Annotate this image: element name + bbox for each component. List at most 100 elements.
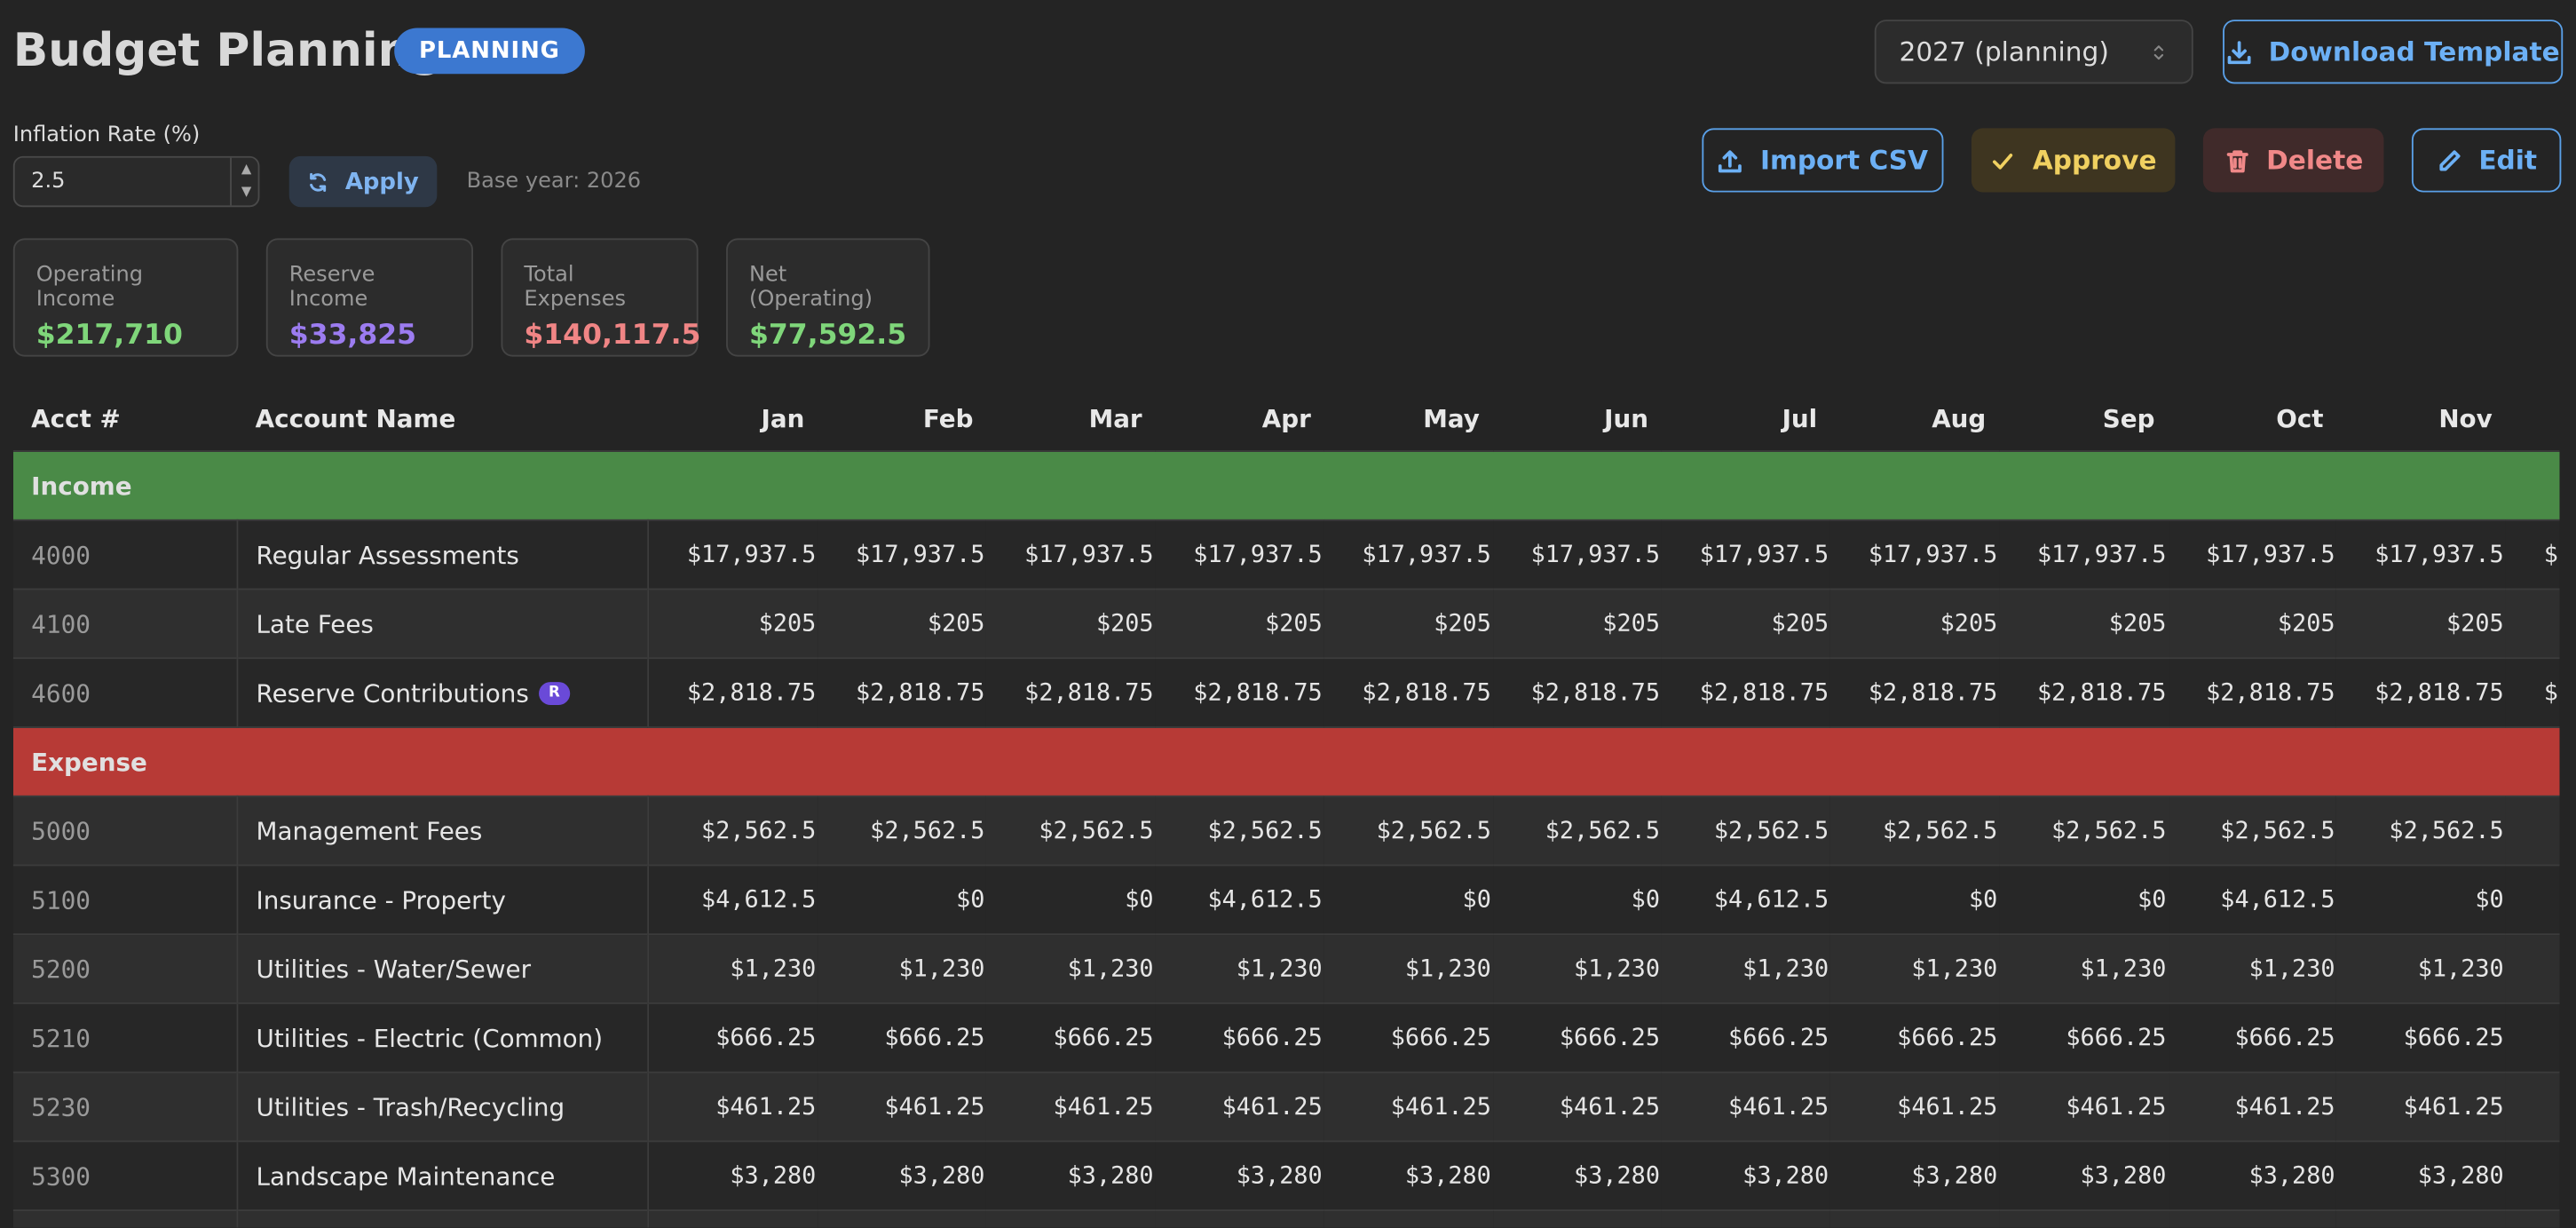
summary-value: $77,592.5: [748, 319, 907, 353]
edit-button[interactable]: Edit: [2411, 128, 2562, 193]
month-amount: $2,562.5: [986, 795, 1156, 866]
month-amount: $461.25: [2336, 1071, 2506, 1142]
account-row: 5400Pool Maintenance$820$820$820$820$820…: [12, 1209, 2560, 1228]
month-amount: $461.25: [986, 1071, 1156, 1142]
month-amount: $820: [818, 1209, 987, 1228]
month-amount: $1,230: [818, 933, 987, 1003]
month-amount: $17,937.5: [1829, 519, 2000, 590]
button-label: Approve: [2032, 144, 2157, 177]
account-number: 4000: [12, 519, 239, 590]
apply-button[interactable]: Apply: [288, 155, 438, 208]
month-amount: $820: [2336, 1209, 2506, 1228]
inflation-input[interactable]: 2.5 ▲ ▼: [12, 155, 261, 208]
month-amount: $666.25: [1492, 1002, 1662, 1073]
month-amount: $2,818.75: [1661, 657, 1830, 727]
section-row: Income: [12, 450, 2560, 520]
account-row: 4600 Reserve Contributions R $2,818.75 $2,81…: [12, 657, 2560, 727]
account-name-text: Utilities - Electric (Common): [256, 1023, 604, 1053]
month-amount: $666.25: [818, 1002, 987, 1073]
column-header: May: [1324, 385, 1493, 452]
month-amount: $820: [1661, 1209, 1830, 1228]
month-amount: $2,818.75: [2505, 657, 2560, 727]
account-name: Utilities - Trash/Recycling: [237, 1071, 650, 1142]
month-amount: $2,818.75: [2336, 657, 2506, 727]
account-row: 5200 Utilities - Water/Sewer $1,230 $1,230 $…: [12, 933, 2560, 1003]
import-csv-button[interactable]: Import CSV: [1702, 128, 1944, 193]
month-amount: $4,612.5: [1661, 864, 1830, 935]
month-amount: $2,818.75: [1999, 657, 2169, 727]
month-amount: $0: [2336, 864, 2506, 935]
download-template-button[interactable]: Download Template: [2223, 20, 2564, 84]
delete-button[interactable]: Delete: [2202, 128, 2384, 193]
month-amount: $820: [649, 1209, 818, 1228]
month-amount: $17,937.5: [2336, 519, 2506, 590]
month-amount: $1,230: [2505, 933, 2560, 1003]
section-row: Expense: [12, 726, 2560, 796]
month-amount: $2,818.75: [1829, 657, 2000, 727]
account-name: Insurance - Property: [237, 864, 650, 935]
month-amount: $2,818.75: [1324, 657, 1493, 727]
month-amount: $666.25: [1829, 1002, 2000, 1073]
account-number: 5100: [12, 864, 239, 935]
month-amount: $205: [1829, 588, 2000, 659]
month-amount: $4,612.5: [1155, 864, 1324, 935]
month-amount: $1,230: [1492, 933, 1662, 1003]
summary-label: Operating Income: [36, 263, 144, 313]
month-amount: $0: [986, 864, 1156, 935]
account-name: Landscape Maintenance: [237, 1140, 650, 1211]
month-amount: $3,280: [649, 1140, 818, 1211]
account-number: 5210: [12, 1002, 239, 1073]
month-amount: $17,937.5: [1999, 519, 2169, 590]
button-label: Import CSV: [1759, 144, 1928, 177]
approve-button[interactable]: Approve: [1971, 128, 2176, 193]
trash-icon: [2225, 149, 2248, 172]
column-header: Nov: [2336, 385, 2506, 452]
month-amount: $17,937.5: [1324, 519, 1493, 590]
month-amount: $0: [1999, 864, 2169, 935]
month-amount: $205: [2505, 588, 2560, 659]
download-icon: [2227, 40, 2251, 64]
summary-value: $33,825: [288, 319, 417, 353]
month-amount: $205: [649, 588, 818, 659]
month-amount: $1,230: [1661, 933, 1830, 1003]
account-row: 4000 Regular Assessments $17,937.5 $17,937.…: [12, 519, 2560, 590]
month-amount: $461.25: [1155, 1071, 1324, 1142]
month-amount: $3,280: [986, 1140, 1156, 1211]
month-amount: $666.25: [2336, 1002, 2506, 1073]
month-amount: $666.25: [649, 1002, 818, 1073]
month-amount: $3,280: [2168, 1140, 2337, 1211]
month-amount: $2,562.5: [1661, 795, 1830, 866]
month-amount: $205: [1492, 588, 1662, 659]
account-number: 4100: [12, 588, 239, 659]
month-amount: $2,818.75: [2168, 657, 2337, 727]
account-name-text: Landscape Maintenance: [256, 1161, 556, 1191]
month-amount: $4,612.5: [2168, 864, 2337, 935]
account-row: 4100 Late Fees $205 $205 $205 $205 $205 $205 $20…: [12, 588, 2560, 659]
spinner[interactable]: ▲ ▼: [230, 157, 261, 206]
account-number: 5200: [12, 933, 239, 1003]
month-amount: $461.25: [2505, 1071, 2560, 1142]
month-amount: $3,280: [1492, 1140, 1662, 1211]
column-header: Apr: [1155, 385, 1324, 452]
month-amount: $1,230: [1324, 933, 1493, 1003]
month-amount: $3,280: [1155, 1140, 1324, 1211]
month-amount: $820: [1492, 1209, 1662, 1228]
account-name: Late Fees: [237, 588, 650, 659]
year-select[interactable]: 2027 (planning): [1874, 20, 2193, 84]
month-amount: $820: [2168, 1209, 2337, 1228]
column-header: Jan: [649, 385, 818, 452]
account-name: Reserve Contributions R: [237, 657, 650, 727]
month-amount: $461.25: [1999, 1071, 2169, 1142]
month-amount: $820: [1324, 1209, 1493, 1228]
month-amount: $3,280: [1999, 1140, 2169, 1211]
month-amount: $205: [2168, 588, 2337, 659]
column-header: Oct: [2168, 385, 2337, 452]
month-amount: $3,280: [2336, 1140, 2506, 1211]
month-amount: $666.25: [1324, 1002, 1493, 1073]
month-amount: $2,818.75: [1155, 657, 1324, 727]
account-row: 5000 Management Fees $2,562.5 $2,562.5 $2,56…: [12, 795, 2560, 866]
month-amount: $461.25: [1661, 1071, 1830, 1142]
month-amount: $666.25: [1661, 1002, 1830, 1073]
